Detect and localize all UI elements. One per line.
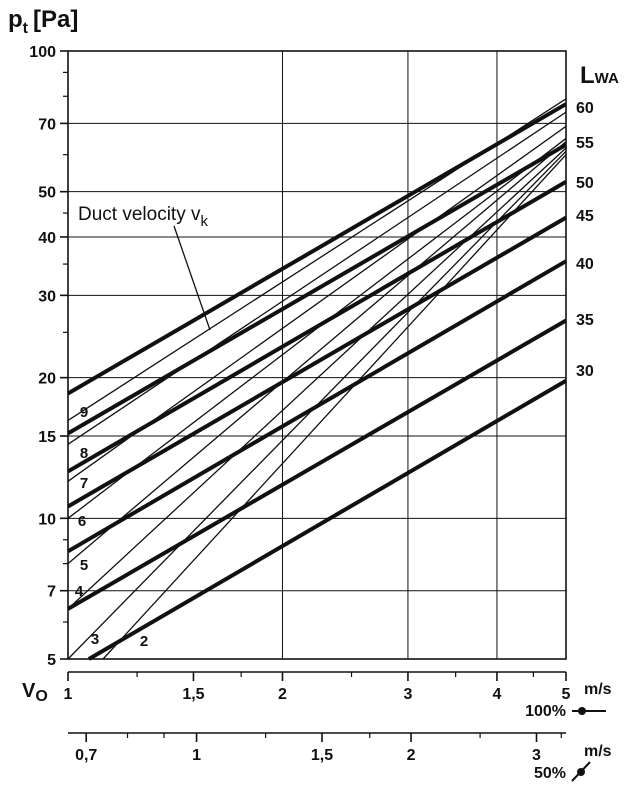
x-tick-label-50: 1,5 <box>311 747 333 764</box>
vk-label-7: 7 <box>80 475 88 492</box>
x-caption-50: 50% <box>534 765 566 782</box>
y-tick-label: 5 <box>47 652 56 669</box>
vk-line-8 <box>67 111 567 445</box>
half-speed-symbol-icon <box>571 761 591 782</box>
lwa-line-50 <box>66 180 568 474</box>
x-axis-title: VO <box>22 680 48 705</box>
x-tick-label-50: 0,7 <box>75 747 97 764</box>
vk-label-6: 6 <box>78 513 86 530</box>
lwa-label-45: 45 <box>576 208 594 225</box>
x-tick-label-100: 1,5 <box>182 686 204 703</box>
series-layer <box>66 98 568 661</box>
vk-label-3: 3 <box>91 631 99 648</box>
x-tick-label-50: 2 <box>407 747 416 764</box>
x-tick-label-100: 2 <box>278 686 287 703</box>
lwa-label-40: 40 <box>576 256 594 273</box>
y-tick-label: 15 <box>38 429 56 446</box>
lwa-label-50: 50 <box>576 175 594 192</box>
vk-line-4 <box>67 147 567 610</box>
vk-label-9: 9 <box>80 404 88 421</box>
lwa-label-35: 35 <box>576 312 594 329</box>
x-tick-label-100: 3 <box>403 686 412 703</box>
x-caption-100: 100% <box>525 703 566 720</box>
x-unit-100: m/s <box>584 681 612 698</box>
y-tick-label: 20 <box>38 371 56 388</box>
vk-label-8: 8 <box>80 445 88 462</box>
vk-label-2: 2 <box>140 633 148 650</box>
vk-line-5 <box>67 141 567 565</box>
x-unit-50: m/s <box>584 743 612 760</box>
lwa-line-30 <box>87 378 568 661</box>
y-tick-label: 7 <box>47 584 56 601</box>
y-tick-label: 70 <box>38 116 56 133</box>
plot-frame <box>67 50 567 660</box>
y-axis-title: pt [Pa] <box>8 6 78 37</box>
x-tick-label-50: 1 <box>192 747 201 764</box>
y-tick-label: 50 <box>38 185 56 202</box>
x-tick-label-100: 5 <box>562 686 571 703</box>
lwa-line-60 <box>66 102 568 396</box>
x-tick-label-100: 4 <box>493 686 502 703</box>
lwa-line-55 <box>66 143 568 436</box>
lwa-header: LWA <box>580 62 619 89</box>
lwa-label-55: 55 <box>576 135 594 152</box>
lwa-label-30: 30 <box>576 363 594 380</box>
x-tick-label-50: 3 <box>532 747 541 764</box>
duct-velocity-annotation: Duct velocity vk <box>78 204 208 230</box>
full-speed-symbol-icon <box>572 707 606 715</box>
y-tick-label: 30 <box>38 288 56 305</box>
lwa-line-45 <box>66 215 568 509</box>
annotation-pointer <box>173 225 211 331</box>
lwa-line-35 <box>66 318 568 611</box>
vk-line-2 <box>102 154 567 660</box>
y-tick-label: 40 <box>38 230 56 247</box>
vk-label-5: 5 <box>80 557 88 574</box>
vk-label-4: 4 <box>75 583 84 600</box>
x-tick-label-100: 1 <box>64 686 73 703</box>
lwa-label-60: 60 <box>576 100 594 117</box>
lwa-line-40 <box>66 259 568 554</box>
y-tick-label: 100 <box>29 44 56 61</box>
y-tick-label: 10 <box>38 511 56 528</box>
